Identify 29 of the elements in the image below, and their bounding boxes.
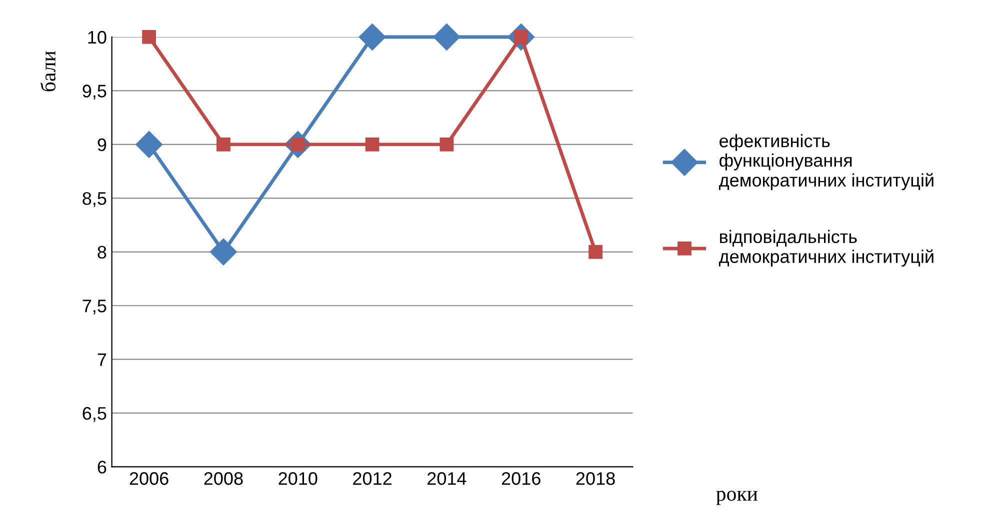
x-tick-label: 2010 bbox=[278, 472, 318, 485]
x-tick-label: 2016 bbox=[502, 472, 540, 485]
y-tick-label: 8,5 bbox=[82, 192, 106, 208]
y-axis-title: бали bbox=[40, 51, 56, 92]
y-tick-label: 6 bbox=[98, 460, 106, 474]
x-tick-label: 2014 bbox=[428, 472, 466, 485]
legend-label: відповідальність демократичних інституцій bbox=[718, 230, 934, 267]
point bbox=[433, 24, 460, 50]
point bbox=[216, 138, 230, 152]
y-tick-label: 8 bbox=[98, 246, 106, 259]
x-tick-label: 2008 bbox=[204, 472, 243, 485]
point bbox=[142, 30, 156, 44]
x-tick-label: 2012 bbox=[353, 472, 392, 485]
y-tick-label: 7 bbox=[98, 353, 106, 366]
x-axis-title: роки bbox=[716, 490, 758, 506]
y-tick-label: 9 bbox=[98, 138, 106, 152]
point bbox=[588, 244, 602, 259]
x-tick-label: 2018 bbox=[576, 472, 615, 485]
point bbox=[440, 138, 454, 152]
y-tick-label: 10 bbox=[88, 30, 106, 44]
point bbox=[358, 24, 386, 50]
point bbox=[365, 138, 380, 152]
x-tick-label: 2006 bbox=[130, 472, 168, 485]
y-tick-label: 9,5 bbox=[82, 84, 106, 100]
y-tick-label: 6,5 bbox=[82, 407, 106, 422]
point bbox=[136, 130, 163, 158]
legend-label: ефективність функціонування демократичних інституцій bbox=[718, 134, 934, 190]
y-tick-label: 7,5 bbox=[82, 300, 106, 314]
point bbox=[210, 238, 237, 266]
